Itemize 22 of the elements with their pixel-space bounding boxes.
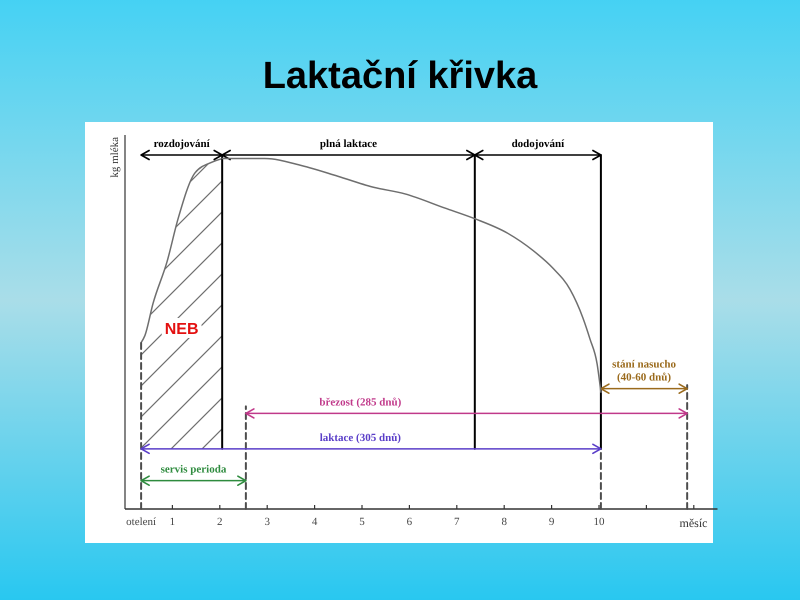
x-tick-label: 8	[501, 516, 508, 528]
x-tick-label: 10	[594, 516, 605, 528]
x-tick-label: 6	[406, 516, 413, 528]
series-label: dodojování	[512, 138, 566, 150]
y-axis-title: kg mléka	[109, 136, 121, 178]
x-tick-label: 7	[454, 516, 460, 528]
series-label: laktace (305 dnů)	[320, 432, 402, 444]
x-tick-label: 2	[217, 516, 223, 528]
x-axis-title: měsíc	[680, 516, 708, 530]
series-label: stání nasucho (40-60 dnů)	[612, 358, 676, 384]
series-label: březost (285 dnů)	[319, 396, 402, 408]
x-tick-label: 3	[264, 516, 270, 528]
x-tick-label: 4	[312, 516, 318, 528]
x-tick-label: 9	[548, 516, 555, 528]
chart-title: Laktační křivka	[262, 55, 538, 97]
x-tick-label: 5	[359, 516, 366, 528]
series-label: servis perioda	[160, 464, 227, 476]
x-tick-label: otelení	[126, 516, 156, 528]
series-label: rozdojování	[154, 138, 211, 150]
series-label: NEB	[164, 320, 199, 338]
series-label: plná laktace	[320, 138, 378, 150]
x-tick-label: 1	[170, 516, 176, 528]
